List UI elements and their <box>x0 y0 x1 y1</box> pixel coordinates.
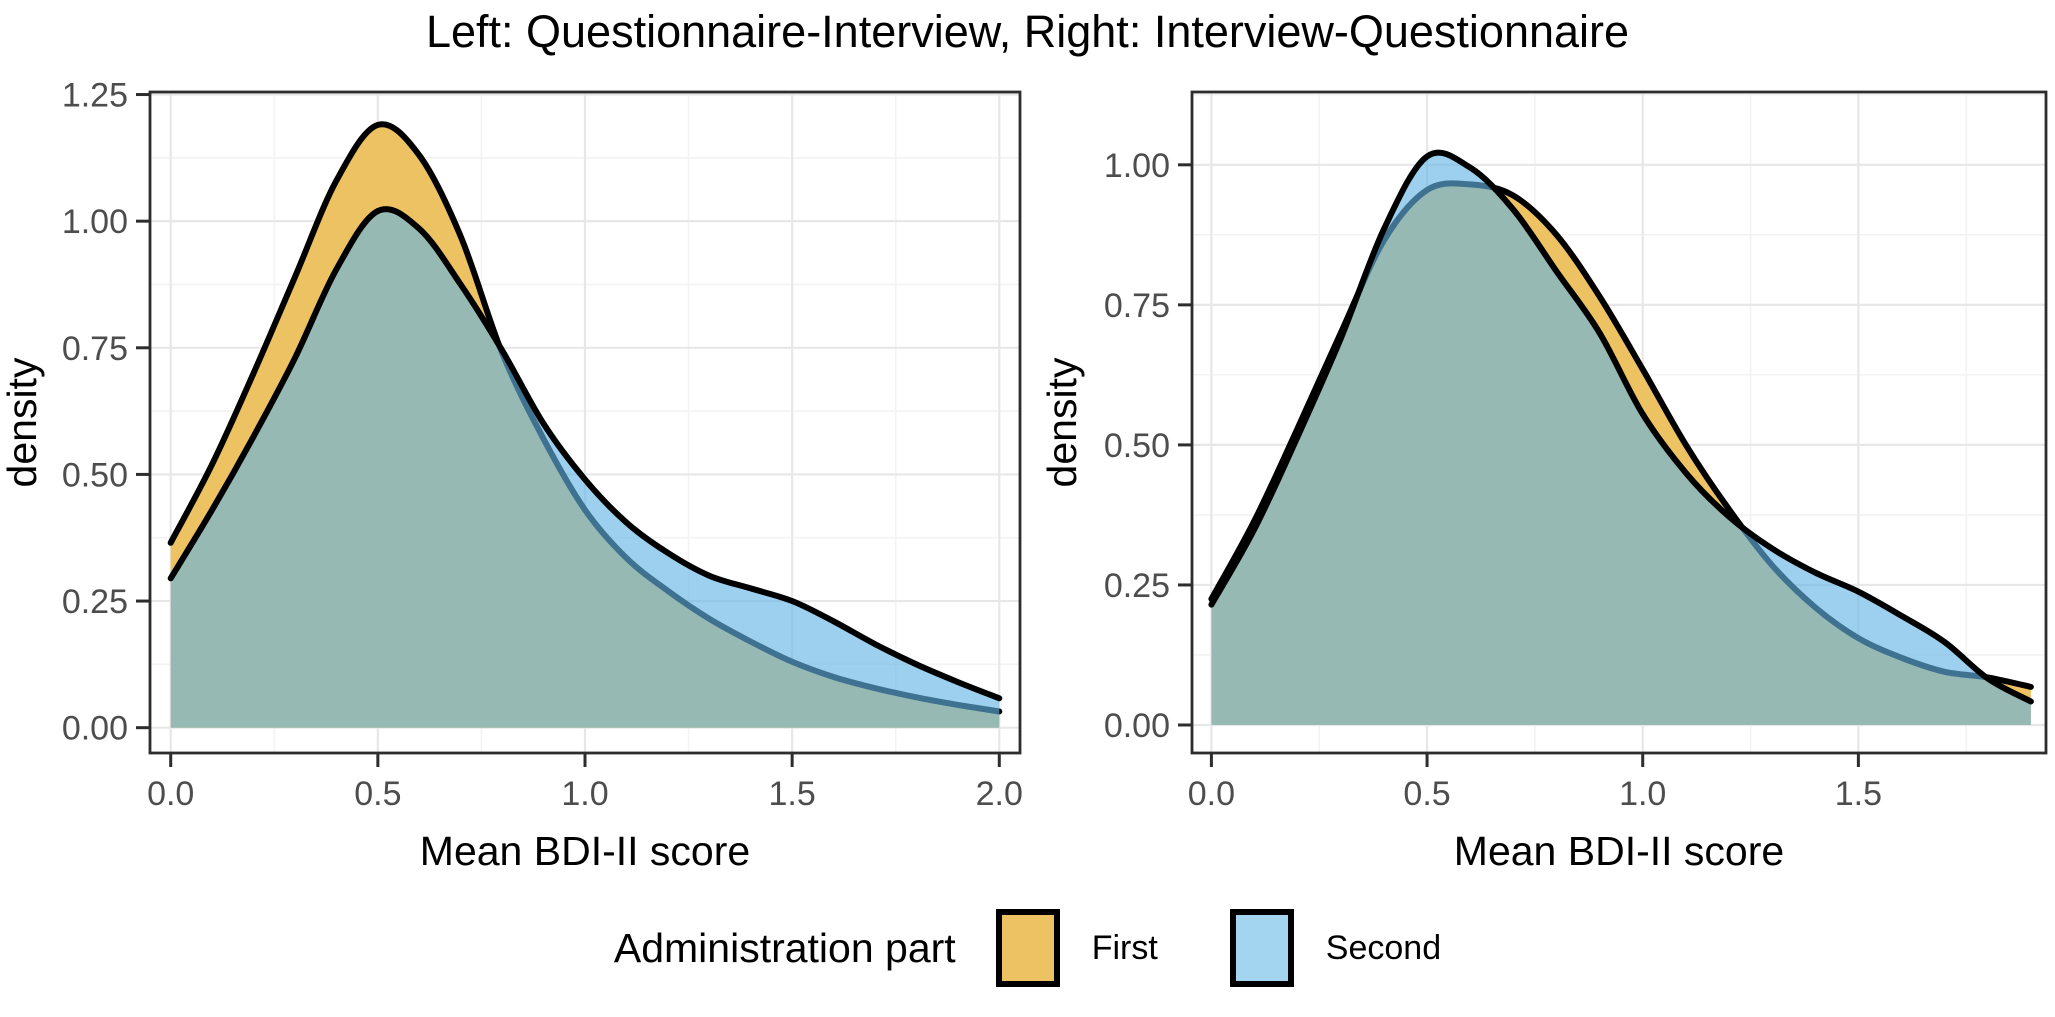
x-tick-label: 1.0 <box>561 775 608 813</box>
page-title: Left: Questionnaire-Interview, Right: In… <box>425 6 1630 57</box>
panel-border <box>148 90 1022 755</box>
y-tick-label: 0.00 <box>1104 707 1170 745</box>
first-swatch-icon <box>995 909 1060 987</box>
legend-item-first: First <box>995 909 1158 987</box>
x-tick-label: 0.0 <box>1188 775 1235 813</box>
y-tick-label: 1.00 <box>1104 147 1170 185</box>
density-outline-second <box>1208 149 2034 705</box>
y-tick-label: 0.00 <box>62 710 128 748</box>
y-tick-label: 0.25 <box>62 583 128 621</box>
density-panel-interview-questionnaire: 0.0 0.5 1.0 1.5 0.00 0.25 0.50 0.75 1.00 Mean BDI… <box>1040 90 2048 868</box>
y-tick-label: 1.00 <box>62 203 128 241</box>
x-axis-title: Mean BDI-II score <box>1454 828 1784 868</box>
density-panel-questionnaire-interview: 0.0 0.5 1.0 1.5 2.0 0.00 0.25 0.50 0.75 1.00 1.25 M… <box>0 77 1023 868</box>
x-tick-label: 1.0 <box>1619 775 1666 813</box>
y-tick-label: 1.25 <box>62 77 128 115</box>
legend-label-second: Second <box>1325 928 1442 967</box>
y-tick-label: 0.25 <box>1104 567 1170 605</box>
legend-label-first: First <box>1091 928 1158 967</box>
x-axis-title: Mean BDI-II score <box>420 828 750 868</box>
y-tick-label: 0.75 <box>62 330 128 368</box>
y-tick-label: 0.75 <box>1104 287 1170 325</box>
legend: Administration part First Second <box>0 893 2055 1003</box>
x-tick-label: 0.5 <box>1403 775 1450 813</box>
y-axis-title: density <box>0 357 45 487</box>
x-tick-label: 1.5 <box>1835 775 1882 813</box>
y-axis-title: density <box>1040 357 1085 487</box>
legend-item-second: Second <box>1229 909 1442 987</box>
legend-title: Administration part <box>613 924 956 971</box>
density-outline-second <box>167 206 1003 702</box>
density-area-second <box>1211 152 2031 726</box>
y-tick-label: 0.50 <box>62 456 128 494</box>
second-swatch-icon <box>1229 909 1294 987</box>
panel-border <box>1190 90 2048 755</box>
density-area-second <box>170 209 1000 728</box>
x-tick-label: 1.5 <box>769 775 816 813</box>
y-tick-label: 0.50 <box>1104 427 1170 465</box>
x-tick-label: 2.0 <box>976 775 1023 813</box>
x-tick-label: 0.5 <box>354 775 401 813</box>
x-tick-label: 0.0 <box>147 775 194 813</box>
